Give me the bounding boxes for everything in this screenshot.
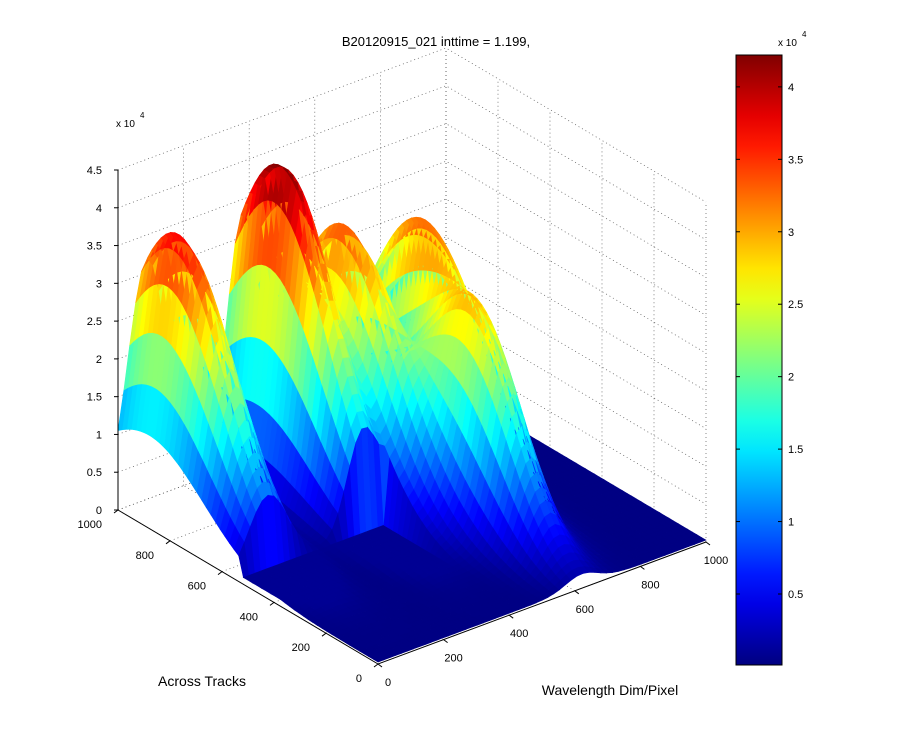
colorbar-exponent-base: x 10 <box>778 38 797 49</box>
x-tick-label: 800 <box>641 579 659 591</box>
z-tick-label: 4 <box>96 203 102 215</box>
surface-facet <box>694 537 707 543</box>
grid-line <box>117 47 707 203</box>
z-tick-label: 3.5 <box>87 241 102 253</box>
z-exponent-base: x 10 <box>116 119 135 130</box>
colorbar-tick-label: 3 <box>788 227 794 239</box>
colorbar-tick-label: 4 <box>788 82 794 94</box>
y-tick-label: 400 <box>240 611 258 623</box>
x-tick-mark <box>508 614 514 619</box>
z-tick-label: 3 <box>96 278 102 290</box>
y-tick-mark <box>321 632 327 637</box>
y-tick-label: 600 <box>188 581 206 593</box>
z-tick-label: 0.5 <box>87 467 102 479</box>
z-exponent-power: 4 <box>140 111 145 120</box>
colorbar-tick-label: 1.5 <box>788 444 803 456</box>
x-tick-mark <box>377 663 383 668</box>
x-tick-mark <box>574 590 580 595</box>
z-tick-label: 1 <box>96 429 102 441</box>
surface-plot <box>117 163 707 663</box>
x-tick-label: 200 <box>444 653 462 665</box>
x-tick-label: 1000 <box>704 555 728 567</box>
y-tick-mark <box>269 602 275 606</box>
y-tick-label: 200 <box>292 642 310 654</box>
y-tick-label: 800 <box>136 550 154 562</box>
axes-ticks: 0 200 400 600 800 1000 0 200 400 600 800 1000 0 0.5 1 1… <box>78 165 729 689</box>
colorbar-tick-label: 0.5 <box>788 589 803 601</box>
z-tick-label: 2.5 <box>87 316 102 328</box>
y-tick-mark <box>217 571 223 575</box>
y-tick-mark <box>165 540 171 545</box>
z-axis-exponent: x 10 4 <box>116 111 145 130</box>
colorbar-gradient <box>735 54 783 666</box>
x-tick-label: 400 <box>510 628 528 640</box>
x-tick-mark <box>443 639 448 643</box>
grid-line <box>117 123 707 278</box>
y-tick-mark <box>373 663 379 668</box>
colorbar-tick-label: 2.5 <box>788 299 803 311</box>
x-tick-mark <box>640 566 645 570</box>
colorbar: 0.5 1 1.5 2 2.5 3 3.5 4 <box>735 54 803 666</box>
grid-line <box>117 198 707 354</box>
y-axis-line <box>117 509 379 665</box>
grid-line <box>117 160 707 316</box>
x-tick-mark <box>705 541 711 546</box>
y-tick-label: 1000 <box>78 519 102 531</box>
colorbar-tick-label: 1 <box>788 517 794 529</box>
y-axis-label: Across Tracks <box>158 673 246 689</box>
chart-title: B20120915_021 inttime = 1.199, <box>342 34 530 49</box>
x-axis-label: Wavelength Dim/Pixel <box>542 682 678 698</box>
x-axis-line <box>377 541 707 665</box>
y-tick-label: 0 <box>356 673 362 685</box>
z-tick-label: 2 <box>96 354 102 366</box>
colorbar-exponent: x 10 4 <box>778 30 807 49</box>
grid-line <box>117 85 707 241</box>
colorbar-tick-label: 2 <box>788 372 794 384</box>
z-tick-label: 1.5 <box>87 392 102 404</box>
colorbar-tick-label: 3.5 <box>788 154 803 166</box>
z-tick-label: 4.5 <box>87 165 102 177</box>
x-tick-label: 600 <box>576 604 594 616</box>
axes-box <box>117 170 707 665</box>
colorbar-exponent-power: 4 <box>802 30 807 39</box>
z-tick-label: 0 <box>96 505 102 517</box>
x-tick-label: 0 <box>385 677 391 689</box>
